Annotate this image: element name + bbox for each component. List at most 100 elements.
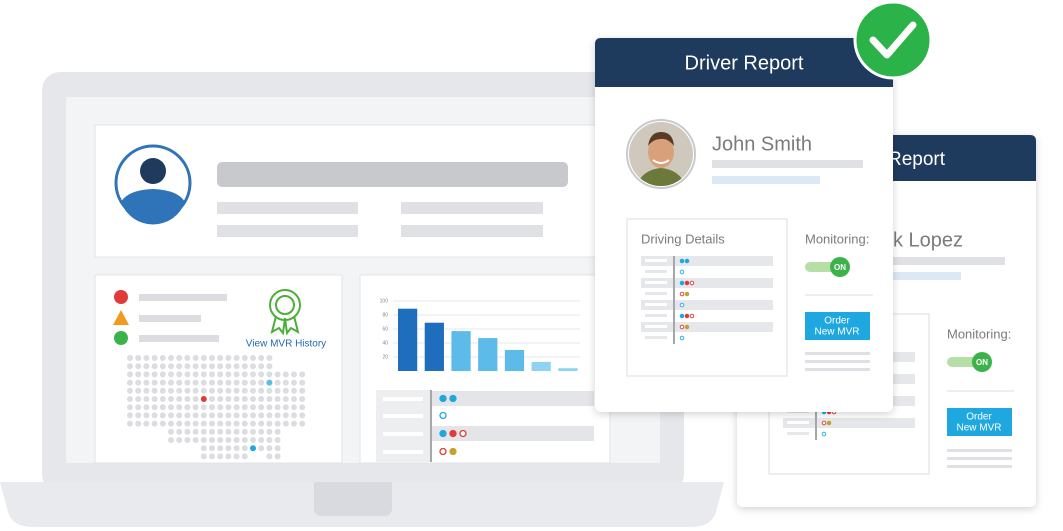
data-table	[376, 390, 594, 462]
map-dot	[135, 412, 142, 419]
status-dot	[689, 313, 695, 319]
map-dot	[176, 371, 183, 378]
map-dot	[241, 412, 248, 419]
placeholder	[645, 281, 667, 284]
details-box	[626, 218, 788, 377]
map-dot	[250, 437, 256, 443]
toggle-knob[interactable]	[830, 257, 850, 277]
status-dot	[439, 429, 447, 438]
map-dot	[266, 363, 273, 370]
map-dot	[143, 387, 150, 394]
map-dot	[250, 387, 256, 394]
map-dot	[291, 420, 297, 427]
map-dot	[258, 428, 265, 435]
map-dot	[209, 355, 215, 361]
mvr-history-link[interactable]: View MVR History	[246, 339, 326, 350]
map-dot	[209, 363, 215, 370]
map-dot	[217, 453, 224, 460]
placeholder	[893, 257, 1005, 265]
status-dot	[684, 313, 690, 319]
map-dot	[233, 396, 240, 402]
map-dot	[127, 396, 133, 402]
map-dot	[159, 412, 166, 419]
map-dot	[135, 396, 142, 402]
map-dot	[233, 428, 240, 435]
placeholder	[805, 360, 870, 363]
map-dot	[274, 420, 281, 427]
placeholder	[947, 449, 1012, 452]
map-dot	[151, 355, 158, 361]
map-dot	[233, 371, 240, 378]
map-dot	[135, 404, 142, 411]
map-dot	[266, 371, 273, 378]
table-row	[430, 444, 594, 459]
map-dot	[241, 453, 248, 460]
map-dot	[258, 387, 265, 394]
laptop: View MVR History 20 40 60 80 100	[0, 72, 724, 527]
map-dot	[143, 379, 150, 386]
placeholder	[893, 272, 961, 280]
map-dot	[266, 396, 273, 402]
map-dot	[217, 445, 224, 452]
map-dot	[225, 387, 232, 394]
toggle-label: ON	[834, 263, 846, 272]
front-card: Driver Report John Smith Driving Details…	[595, 38, 893, 412]
map-dot	[225, 428, 232, 435]
placeholder	[645, 292, 667, 295]
map-dot	[209, 428, 215, 435]
map-dot	[250, 371, 256, 378]
map-dot	[127, 363, 133, 370]
map-dot	[225, 453, 232, 460]
placeholder	[787, 432, 809, 435]
order-button[interactable]	[947, 408, 1012, 436]
map-dot	[241, 387, 248, 394]
map-dot	[192, 428, 199, 435]
status-dot	[821, 420, 827, 426]
map-dot	[176, 412, 183, 419]
map-dot	[209, 387, 215, 394]
toggle-knob[interactable]	[972, 352, 992, 372]
map-dot	[143, 420, 150, 427]
map-dot	[299, 379, 306, 386]
map-dot	[266, 428, 273, 435]
driver-name: k Lopez	[893, 229, 963, 251]
map-dot	[274, 387, 281, 394]
order-button[interactable]	[805, 312, 870, 340]
map-dot	[274, 453, 281, 460]
monitoring-label: Monitoring:	[947, 326, 1011, 341]
map-dot	[168, 396, 174, 402]
map-dot	[217, 420, 224, 427]
map-dot	[266, 412, 273, 419]
bar	[531, 361, 551, 371]
map-dot	[135, 379, 142, 386]
map-dot	[241, 437, 248, 443]
map-dot	[168, 363, 174, 370]
monitoring-label: Monitoring:	[805, 231, 869, 246]
check-badge	[853, 0, 933, 80]
map-dot	[168, 428, 174, 435]
map-dot	[241, 363, 248, 370]
map-dot	[159, 396, 166, 402]
map-dot	[184, 428, 191, 435]
us-map	[127, 355, 306, 460]
map-dot	[184, 371, 191, 378]
map-dot	[200, 404, 207, 411]
map-dot	[209, 379, 215, 386]
map-dot	[127, 371, 133, 378]
map-dot	[241, 420, 248, 427]
map-dot	[233, 420, 240, 427]
map-dot	[192, 355, 199, 361]
status-dot	[684, 324, 690, 330]
map-dot	[192, 420, 199, 427]
map-dot	[159, 371, 166, 378]
map-dot	[135, 371, 142, 378]
map-dot	[299, 420, 306, 427]
placeholder	[401, 225, 543, 237]
map-dot	[159, 387, 166, 394]
map-dot	[241, 428, 248, 435]
map-dot	[266, 404, 273, 411]
map-dot	[217, 387, 224, 394]
map-dot	[299, 404, 306, 411]
map-dot	[168, 371, 174, 378]
